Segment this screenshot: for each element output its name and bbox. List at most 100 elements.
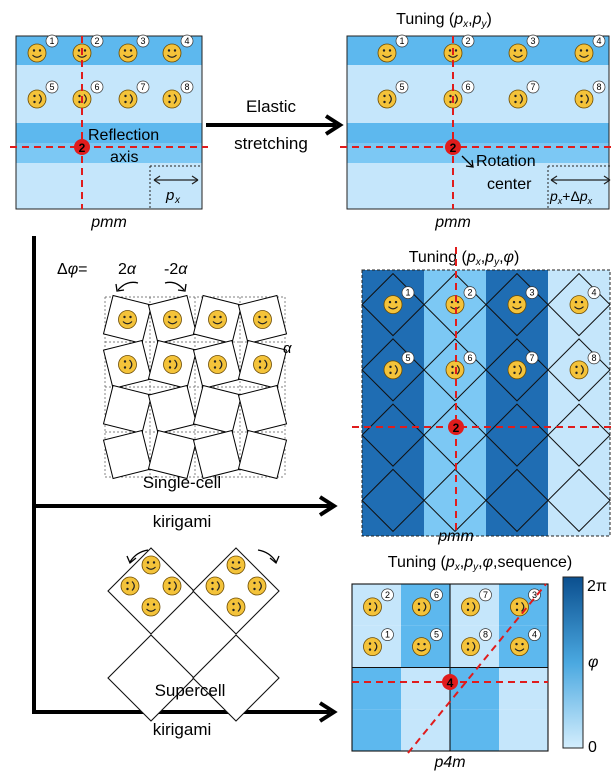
wink-face-icon: 3 [509, 588, 541, 617]
diamond-unit [423, 468, 487, 533]
wink-face-icon: 6 [72, 80, 104, 109]
wink-face-icon [205, 576, 225, 596]
band-row-3 [16, 123, 202, 143]
smile-face-icon: 2 [445, 286, 477, 315]
face-number: 8 [596, 82, 601, 92]
angle-pos-label: 2α [118, 261, 137, 278]
face-number: 5 [49, 82, 54, 92]
face-number: 2 [467, 288, 472, 298]
elastic-arrow: Elastic stretching [206, 97, 344, 153]
wink-face-icon [247, 576, 267, 596]
face-number-badge [90, 34, 104, 48]
face-number-badge [461, 34, 475, 48]
center-number: 2 [453, 421, 460, 435]
ccw-arrow [117, 281, 139, 291]
wink-face-icon [252, 354, 273, 375]
wink-face-icon: 5 [377, 80, 409, 109]
wink-face-icon: 6 [443, 80, 475, 109]
face-number: 7 [530, 82, 535, 92]
wink-face-icon [162, 354, 183, 375]
angle-neg-label: -2α [164, 261, 188, 278]
face-number: 7 [483, 590, 488, 600]
face-number: 8 [591, 353, 596, 363]
spacing-label: p [165, 187, 174, 204]
face-number-badge [526, 80, 540, 94]
phase-cell [352, 667, 401, 710]
smile-face-icon: 3 [507, 286, 539, 315]
face-number: 1 [405, 288, 410, 298]
rotated-square-unit [192, 429, 243, 480]
wink-face-icon [120, 576, 140, 596]
face-number-badge [430, 588, 443, 602]
stretching-label: stretching [234, 134, 308, 153]
panel-c-title: Tuning (px,py,φ) [409, 249, 520, 268]
face-number-badge [592, 34, 606, 48]
delta-phi-label: Δφ= [57, 261, 87, 278]
smile-face-icon: 3 [508, 34, 540, 63]
elastic-label: Elastic [246, 97, 297, 116]
rotated-square-unit [237, 384, 288, 435]
single-cell-arrow-head [318, 495, 338, 517]
face-number-badge [479, 588, 492, 602]
face-number-badge [401, 351, 415, 365]
face-number: 6 [94, 82, 99, 92]
face-number-badge [479, 628, 492, 641]
center-number: 4 [447, 676, 454, 690]
supercell-caption: Supercell [155, 681, 226, 700]
wink-face-icon [117, 354, 138, 375]
smile-face-icon: 4 [569, 286, 601, 315]
band-row-3 [347, 123, 609, 143]
supercell-arrow-head [318, 701, 338, 723]
band-row-5 [16, 163, 202, 209]
smile-face-icon: 1 [27, 34, 59, 63]
smile-face-icon: 1 [377, 34, 409, 63]
colorbar-max: 2π [587, 578, 607, 595]
face-number-badge [528, 628, 541, 641]
face-number: 1 [385, 630, 390, 640]
supercell-ccw-arrow [129, 549, 149, 563]
face-number-badge [180, 34, 194, 48]
alpha-label: α [283, 340, 292, 357]
face-number-badge [592, 80, 606, 94]
wink-face-icon: 5 [383, 351, 415, 380]
wink-face-icon [226, 597, 246, 617]
face-number: 3 [529, 288, 534, 298]
wink-face-icon: 6 [411, 588, 443, 617]
supercell-diamond [192, 547, 280, 635]
supercell-cw-head [269, 555, 280, 565]
wink-face-icon [207, 354, 228, 375]
rotation-pointer-head [465, 159, 474, 168]
group-label-c: pmm [437, 528, 474, 545]
smile-face-icon [117, 309, 138, 330]
cw-arrowhead [177, 283, 187, 292]
smile-face-icon: 1 [383, 286, 415, 315]
rotated-square-unit [102, 384, 153, 435]
smile-face-icon: 4 [574, 34, 606, 63]
smile-face-icon [141, 597, 161, 617]
spacing-arrowheads [153, 175, 199, 185]
symmetry-center-marker [448, 419, 464, 435]
phase-cell [450, 667, 499, 710]
face-number-badge [587, 286, 601, 299]
face-number: 5 [405, 353, 410, 363]
face-number-badge [381, 628, 394, 641]
phase-colorbar: 2π φ 0 [562, 576, 607, 756]
smile-face-icon [226, 555, 246, 575]
face-number-badge [381, 588, 394, 602]
wink-face-icon: 8 [162, 80, 194, 109]
face-number-badge [401, 286, 415, 299]
face-number: 1 [399, 36, 404, 46]
face-number-badge [526, 34, 540, 48]
colorbar-var: φ [588, 654, 598, 671]
face-icon: 5 [411, 628, 443, 657]
face-number: 2 [385, 590, 390, 600]
face-number: 8 [483, 630, 488, 640]
symmetry-center-marker [74, 139, 90, 155]
face-number: 6 [465, 82, 470, 92]
phase-cell [450, 709, 499, 751]
panel-a-pmm: 1 2 3 4 5 6 7 8 2 Reflection axis p x pmm [10, 34, 208, 231]
rotated-square-unit [237, 429, 288, 480]
supercell-diamond [192, 634, 280, 722]
single-cell-caption: Single-cell [143, 473, 221, 492]
face-number: 3 [532, 590, 537, 600]
